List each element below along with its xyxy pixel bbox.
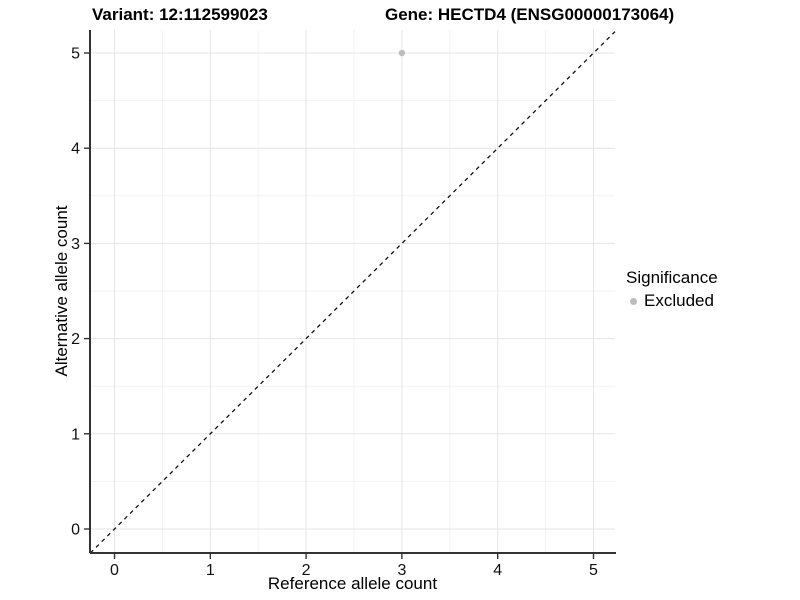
x-axis-title: Reference allele count bbox=[267, 574, 438, 593]
x-tick-label: 3 bbox=[397, 562, 406, 579]
x-tick-label: 0 bbox=[110, 562, 119, 579]
y-tick-label: 5 bbox=[71, 46, 80, 63]
legend-item-label: Excluded bbox=[644, 291, 714, 310]
legend-title: Significance bbox=[626, 268, 718, 287]
legend-item-excluded: Excluded bbox=[626, 289, 718, 313]
legend: Significance Excluded bbox=[626, 267, 718, 313]
y-tick-label: 4 bbox=[71, 141, 80, 158]
y-tick-label: 1 bbox=[71, 426, 80, 443]
excluded-point-icon bbox=[630, 297, 637, 305]
identity-reference-line bbox=[89, 31, 616, 554]
x-tick-label: 5 bbox=[589, 562, 598, 579]
x-tick-label: 1 bbox=[206, 562, 215, 579]
y-tick-label: 0 bbox=[71, 522, 80, 539]
y-axis-title: Alternative allele count bbox=[52, 205, 71, 377]
data-point bbox=[398, 49, 406, 57]
y-tick-label: 2 bbox=[71, 331, 80, 348]
y-tick-label: 3 bbox=[71, 236, 80, 253]
x-tick-label: 2 bbox=[302, 562, 311, 579]
variant-title: Variant: 12:112599023 bbox=[92, 5, 268, 24]
gene-title: Gene: HECTD4 (ENSG00000173064) bbox=[385, 5, 675, 24]
x-tick-label: 4 bbox=[493, 562, 502, 579]
